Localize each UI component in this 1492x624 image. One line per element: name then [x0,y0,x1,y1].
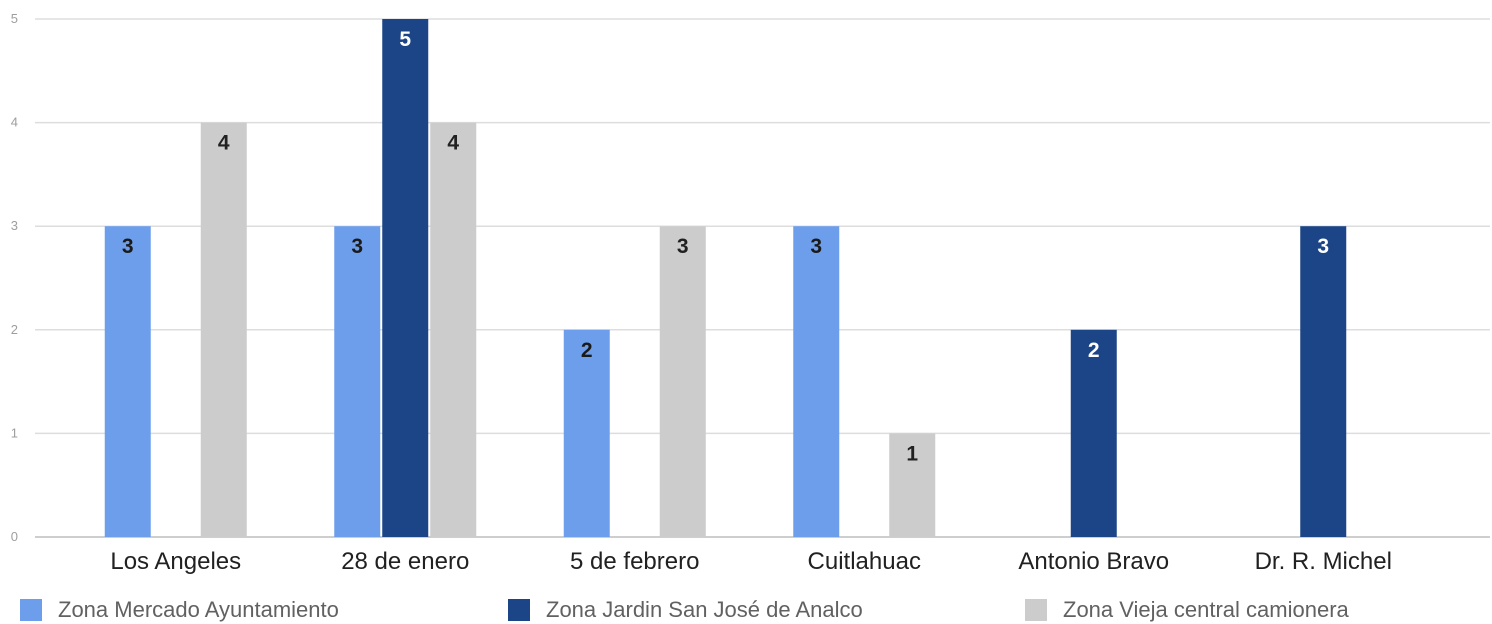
data-label: 4 [218,132,230,155]
legend-label: Zona Mercado Ayuntamiento [58,597,339,622]
category-label: Dr. R. Michel [1255,548,1392,575]
bar-3-3 [659,226,706,537]
bar-2-2 [382,19,429,537]
data-label: 3 [351,235,363,258]
bar-1-2 [334,226,381,537]
category-label: Los Angeles [110,548,241,575]
y-tick-label: 3 [11,218,18,233]
y-axis-ticks: 0 1 2 3 4 5 [11,11,18,544]
bar-1-3 [563,329,610,537]
legend-swatch [1025,599,1047,621]
category-label: Antonio Bravo [1018,548,1169,575]
bar-1-4 [793,226,840,537]
category-labels: Los Angeles 28 de enero 5 de febrero Cuitla… [110,548,1392,575]
data-label: 2 [581,339,593,362]
data-label: 3 [810,235,822,258]
bar-3-1 [200,122,247,537]
legend: Zona Mercado Ayuntamiento Zona Jardin San… [20,597,1350,622]
category-label: 28 de enero [341,548,469,575]
bar-1-1 [104,226,151,537]
data-label: 4 [447,132,459,155]
bar-2-5 [1070,329,1117,537]
y-tick-label: 5 [11,11,18,26]
legend-swatch [508,599,530,621]
data-label: 2 [1088,339,1100,362]
y-tick-label: 4 [11,115,18,130]
y-tick-label: 2 [11,322,18,337]
category-label: Cuitlahuac [808,548,921,575]
data-label: 1 [906,442,918,465]
y-tick-label: 1 [11,425,18,440]
legend-label: Zona Jardin San José de Analco [546,597,863,622]
data-label: 3 [1317,235,1329,258]
bar-3-4 [889,433,936,537]
data-label: 3 [122,235,134,258]
data-label: 5 [399,28,411,51]
legend-label: Zona Vieja central camionera [1063,597,1350,622]
bars: 3 4 3 5 4 2 3 3 1 2 3 [104,19,1347,537]
gridlines [35,18,1490,538]
bar-2-6 [1300,226,1347,537]
bar-3-2 [430,122,477,537]
category-label: 5 de febrero [570,548,699,575]
data-label: 3 [677,235,689,258]
y-tick-label: 0 [11,529,18,544]
legend-swatch [20,599,42,621]
